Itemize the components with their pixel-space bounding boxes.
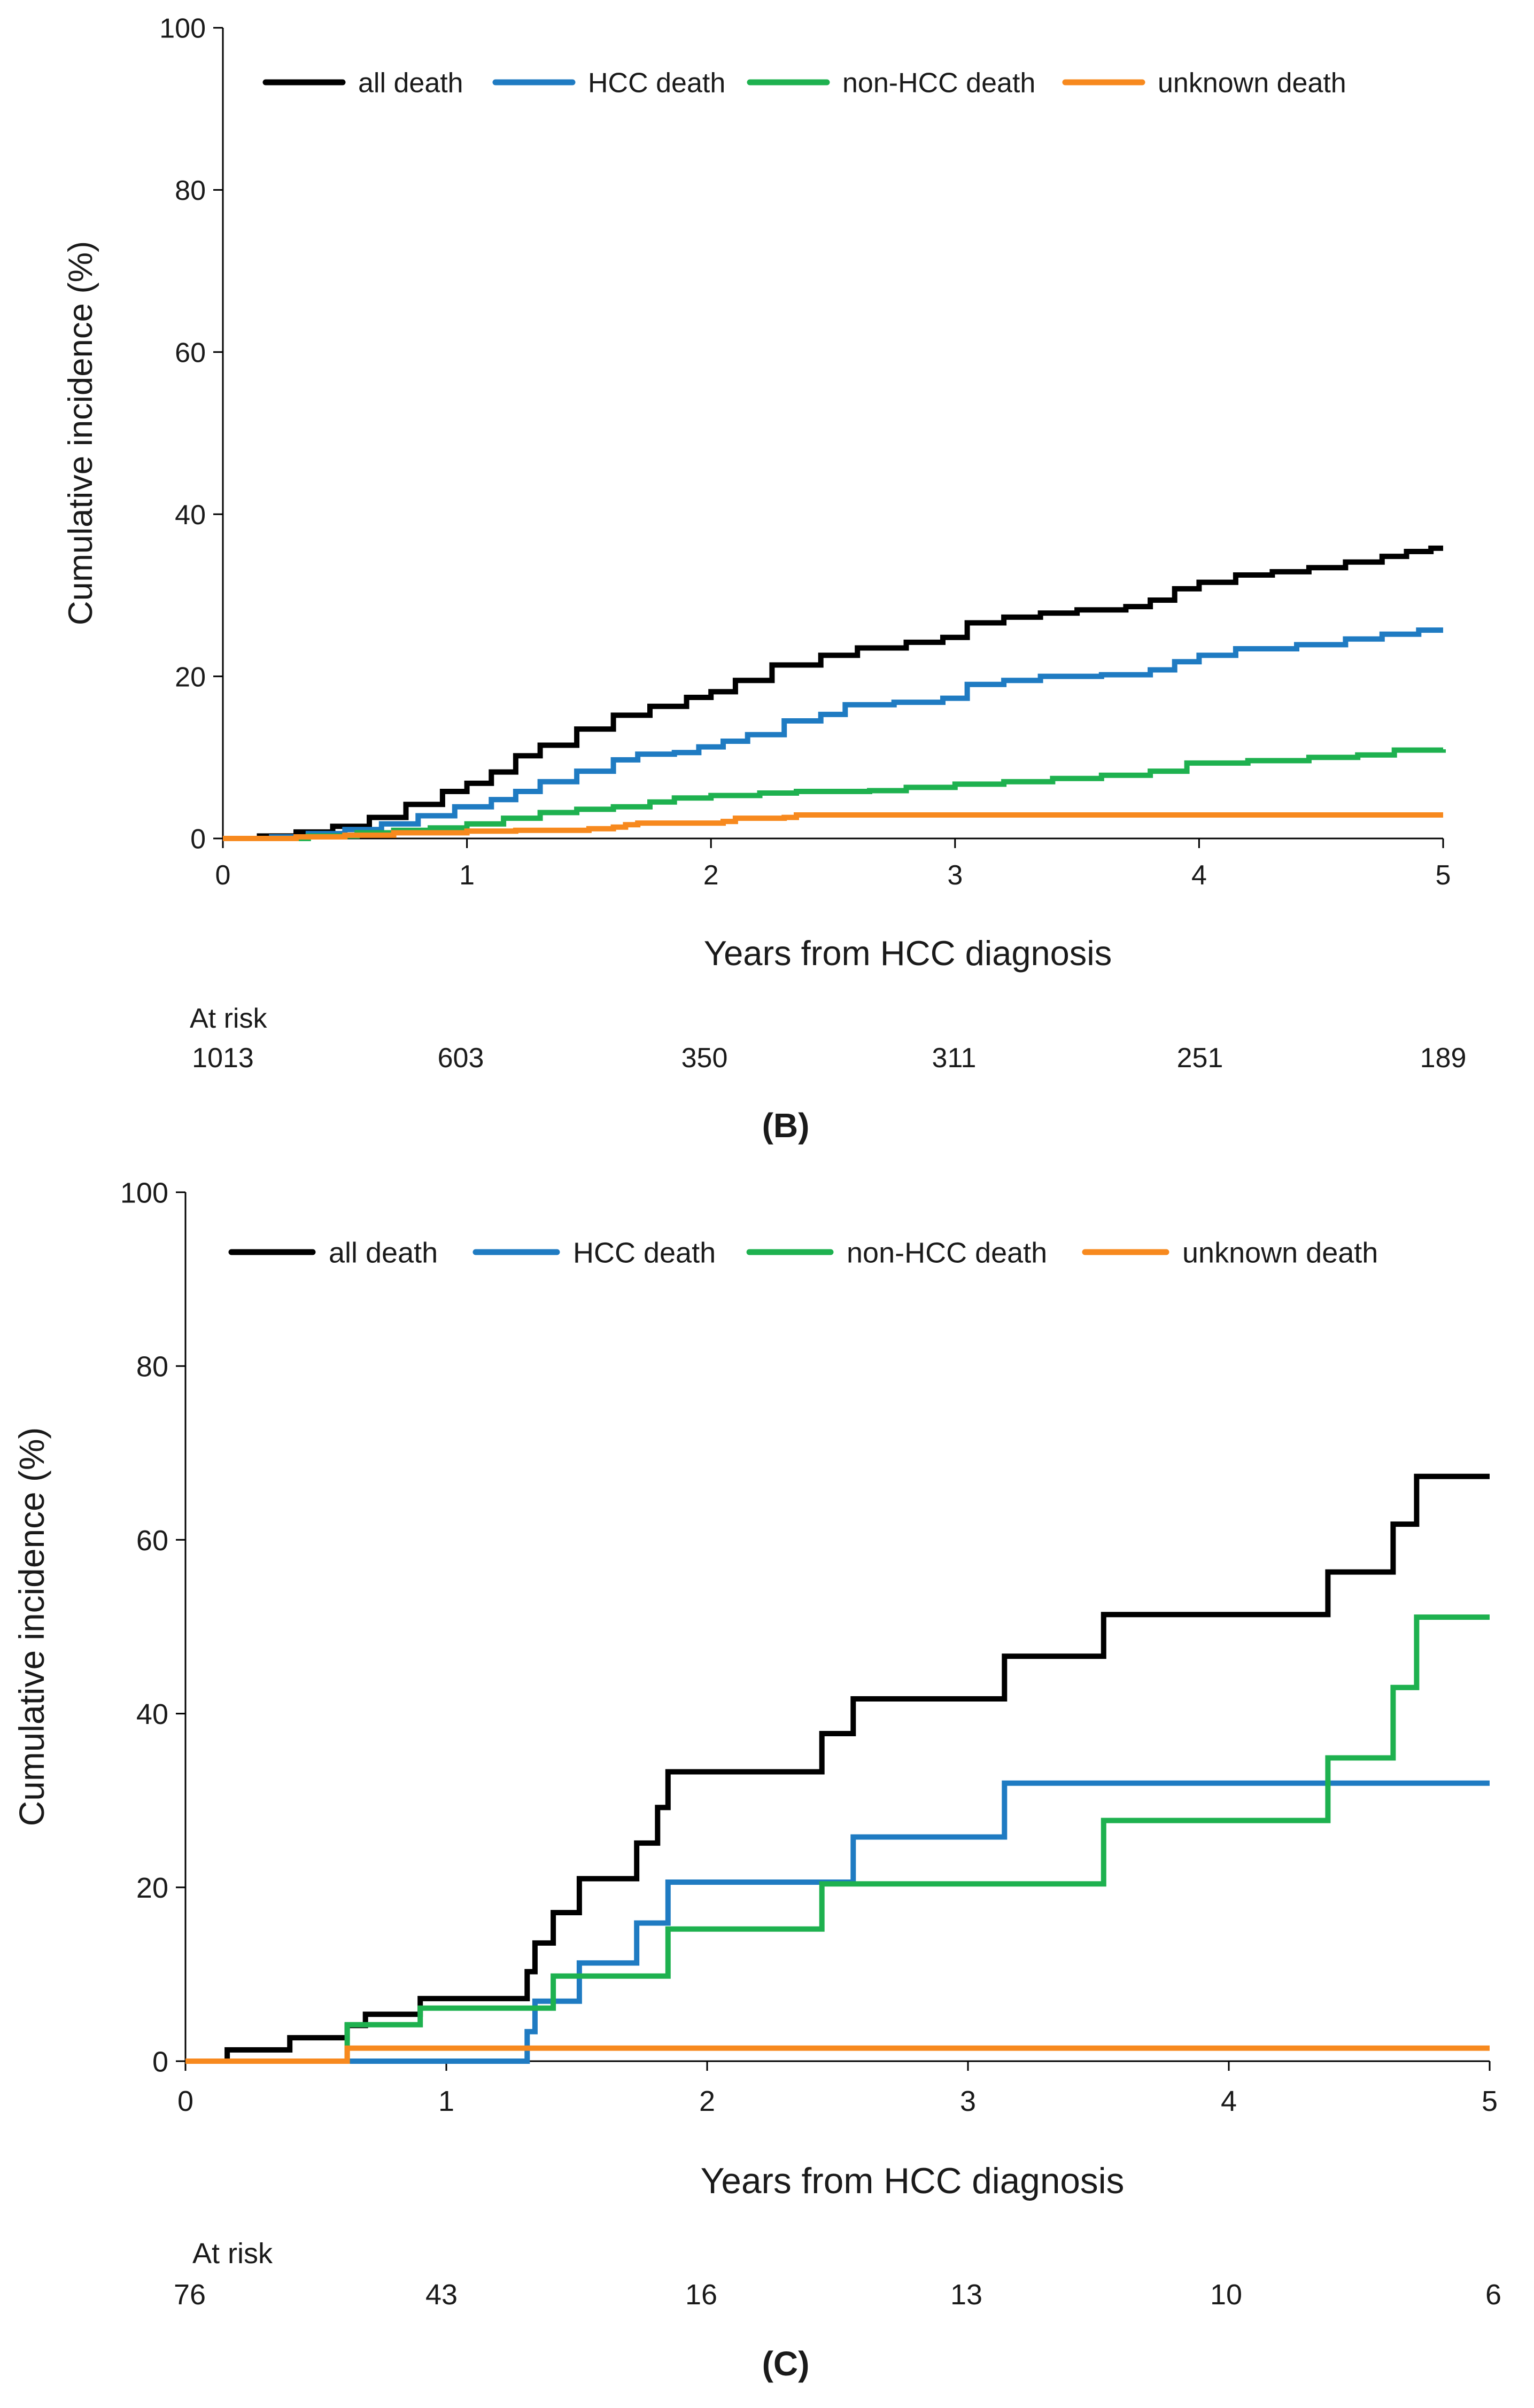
y-axis-label: Cumulative incidence (%)	[62, 241, 99, 625]
series-line-hcc-death	[185, 1780, 1490, 2064]
y-tick-label: 0	[152, 2046, 168, 2078]
y-tick-label: 80	[175, 175, 206, 206]
series-line-hcc-death	[223, 627, 1443, 841]
legend-label: HCC death	[588, 68, 725, 99]
series-line-non-hcc-death	[185, 1614, 1490, 2064]
at-risk-count: 10	[1210, 2279, 1242, 2311]
x-tick-label: 0	[177, 2085, 193, 2117]
x-tick-label: 5	[1482, 2085, 1498, 2117]
x-tick-label: 3	[947, 860, 963, 891]
y-axis-label: Cumulative incidence (%)	[12, 1427, 51, 1827]
at-risk-count: 16	[685, 2279, 717, 2311]
at-risk-count: 43	[425, 2279, 458, 2311]
legend-label: non-HCC death	[847, 1237, 1047, 1269]
series-line-non-hcc-death	[223, 747, 1446, 841]
x-tick-label: 3	[960, 2085, 976, 2117]
y-tick-label: 40	[175, 500, 206, 531]
at-risk-count: 189	[1420, 1043, 1467, 1074]
legend-label: unknown death	[1158, 68, 1346, 99]
x-tick-label: 1	[438, 2085, 454, 2117]
y-tick-label: 40	[136, 1698, 168, 1730]
x-tick-label: 1	[459, 860, 475, 891]
legend-label: HCC death	[573, 1237, 716, 1269]
at-risk-label: At risk	[190, 1003, 267, 1034]
y-tick-label: 20	[175, 662, 206, 693]
legend-label: all death	[358, 68, 463, 99]
legend-label: unknown death	[1182, 1237, 1378, 1269]
at-risk-count: 1013	[192, 1043, 254, 1074]
chart-panel-b: 0 20 40 60 80 100 0 1 2 3 4 5 Cumulative incidence (…	[62, 13, 1466, 1074]
series-line-all-death	[223, 545, 1443, 841]
series-line-unknown-death	[223, 812, 1443, 841]
x-tick-label: 2	[703, 860, 719, 891]
at-risk-count: 311	[932, 1043, 977, 1074]
legend-label: all death	[329, 1237, 438, 1269]
y-tick-label: 100	[159, 13, 206, 44]
series-line-unknown-death	[185, 2045, 1490, 2064]
y-tick-label: 80	[136, 1351, 168, 1383]
x-tick-label: 5	[1436, 860, 1451, 891]
at-risk-count: 350	[681, 1043, 728, 1074]
at-risk-count: 6	[1485, 2279, 1501, 2311]
x-tick-label: 2	[699, 2085, 715, 2117]
at-risk-count: 13	[950, 2279, 982, 2311]
y-tick-label: 0	[190, 824, 206, 855]
panel-c-caption: (C)	[762, 2344, 810, 2383]
y-tick-label: 60	[136, 1525, 168, 1557]
x-tick-label: 4	[1191, 860, 1207, 891]
panel-b-caption: (B)	[762, 1106, 810, 1145]
legend-label: non-HCC death	[842, 68, 1035, 99]
chart-panel-c: 0 20 40 60 80 100 0 1 2 3 4 5 Cumulative incidence (…	[12, 1177, 1501, 2311]
at-risk-count: 76	[174, 2279, 206, 2311]
at-risk-count: 603	[438, 1043, 484, 1074]
y-tick-label: 20	[136, 1872, 168, 1904]
x-axis-label: Years from HCC diagnosis	[704, 934, 1112, 973]
at-risk-label: At risk	[192, 2238, 273, 2270]
y-tick-label: 60	[175, 338, 206, 369]
x-axis-label: Years from HCC diagnosis	[701, 2161, 1125, 2201]
at-risk-count: 251	[1177, 1043, 1223, 1074]
x-tick-label: 4	[1221, 2085, 1237, 2117]
x-tick-label: 0	[215, 860, 231, 891]
y-tick-label: 100	[120, 1177, 168, 1209]
